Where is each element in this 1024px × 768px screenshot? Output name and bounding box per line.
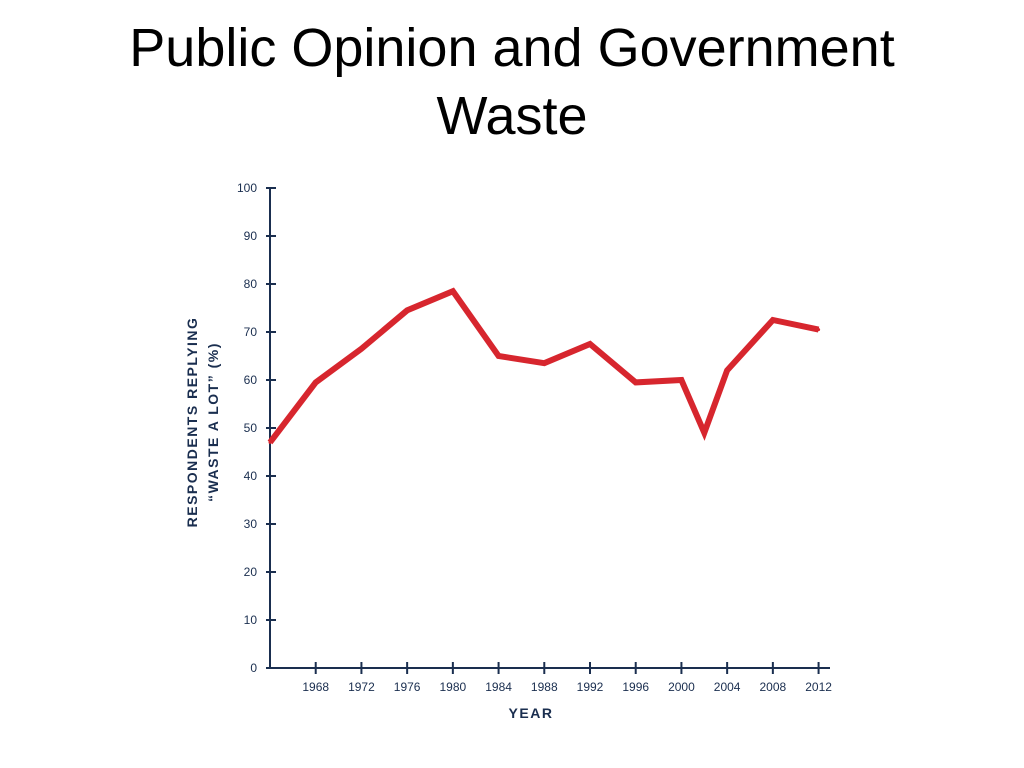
y-tick-label: 0 bbox=[250, 661, 257, 675]
y-tick-label: 30 bbox=[244, 517, 258, 531]
x-tick-label: 1984 bbox=[485, 680, 512, 694]
x-axis-ticks: 1968 1972 1976 1980 1984 1988 1992 1996 2000 2004… bbox=[302, 662, 832, 694]
x-tick-label: 2004 bbox=[714, 680, 741, 694]
y-tick-label: 20 bbox=[244, 565, 258, 579]
x-tick-label: 2008 bbox=[760, 680, 787, 694]
x-tick-label: 2000 bbox=[668, 680, 695, 694]
x-tick-label: 1992 bbox=[577, 680, 604, 694]
x-tick-label: 1988 bbox=[531, 680, 558, 694]
data-point bbox=[451, 289, 455, 293]
y-tick-label: 10 bbox=[244, 613, 258, 627]
y-tick-label: 90 bbox=[244, 229, 258, 243]
data-point bbox=[314, 380, 318, 384]
data-point bbox=[497, 354, 501, 358]
y-tick-label: 50 bbox=[244, 421, 258, 435]
y-tick-label: 80 bbox=[244, 277, 258, 291]
x-tick-label: 1976 bbox=[394, 680, 421, 694]
data-point bbox=[268, 440, 272, 444]
x-axis-title: YEAR bbox=[509, 705, 554, 721]
data-point bbox=[702, 431, 706, 435]
y-axis-title-line-1: RESPONDENTS REPLYING bbox=[184, 317, 200, 528]
data-point bbox=[679, 378, 683, 382]
chart-axes bbox=[269, 188, 830, 669]
y-tick-label: 70 bbox=[244, 325, 258, 339]
data-point bbox=[405, 308, 409, 312]
data-point bbox=[817, 328, 821, 332]
y-tick-label: 60 bbox=[244, 373, 258, 387]
x-tick-label: 1968 bbox=[302, 680, 329, 694]
data-point bbox=[588, 342, 592, 346]
data-point bbox=[359, 347, 363, 351]
x-tick-label: 1972 bbox=[348, 680, 375, 694]
slide-title-line-1: Public Opinion and Government bbox=[129, 18, 895, 78]
x-tick-label: 1980 bbox=[440, 680, 467, 694]
y-axis-ticks: 0 10 20 30 40 50 60 70 80 90 100 bbox=[237, 181, 276, 675]
data-point bbox=[725, 368, 729, 372]
chart-series bbox=[267, 287, 821, 445]
y-tick-label: 100 bbox=[237, 181, 257, 195]
slide-title-line-2: Waste bbox=[436, 86, 588, 146]
series-line bbox=[267, 287, 820, 445]
x-tick-label: 1996 bbox=[622, 680, 649, 694]
data-point bbox=[771, 318, 775, 322]
slide-title: Public Opinion and Government Waste bbox=[0, 14, 1024, 150]
y-tick-label: 40 bbox=[244, 469, 258, 483]
data-point bbox=[542, 361, 546, 365]
y-axis-title-line-2: “WASTE A LOT” (%) bbox=[205, 342, 221, 502]
x-tick-label: 2012 bbox=[805, 680, 832, 694]
y-axis-title: RESPONDENTS REPLYING “WASTE A LOT” (%) bbox=[184, 317, 221, 528]
data-point bbox=[634, 380, 638, 384]
